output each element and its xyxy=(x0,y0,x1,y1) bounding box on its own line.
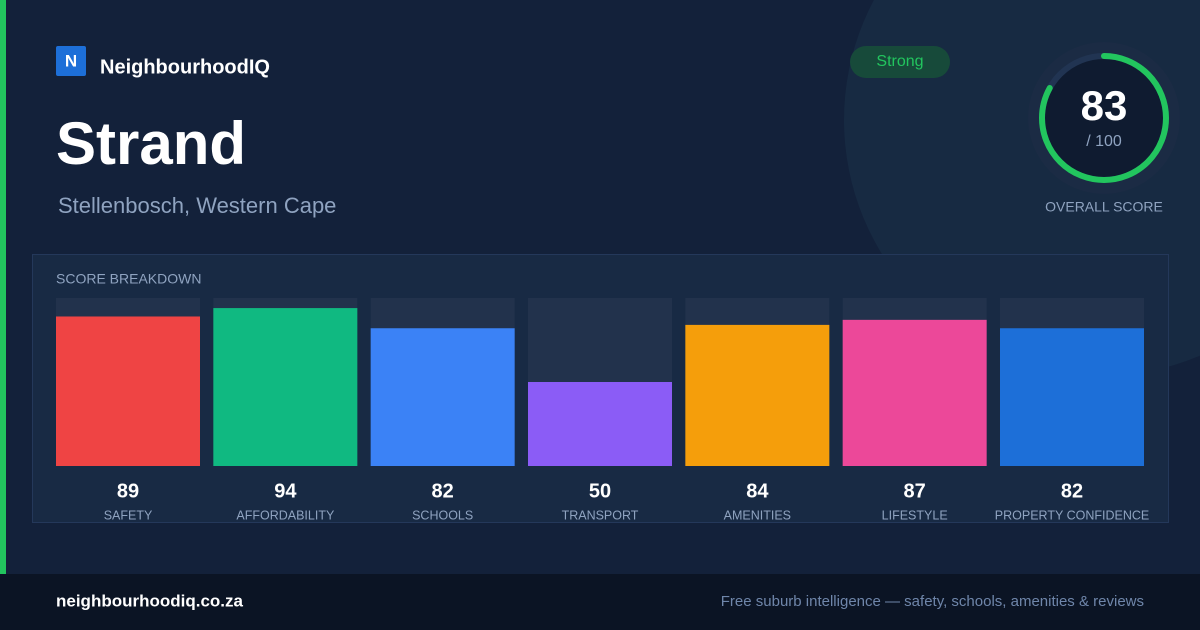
bar xyxy=(685,324,830,466)
value-label: 50 xyxy=(589,480,611,502)
category-label: SAFETY xyxy=(104,508,153,522)
overall-max: / 100 xyxy=(1086,133,1122,150)
chart-title: SCORE BREAKDOWN xyxy=(56,271,201,287)
bar xyxy=(56,316,200,466)
value-label: 87 xyxy=(904,480,926,502)
overall-label: OVERALL SCORE xyxy=(1045,199,1163,215)
badge xyxy=(850,46,950,78)
value-label: 94 xyxy=(274,480,297,502)
category-label: AFFORDABILITY xyxy=(236,508,335,522)
category-label: TRANSPORT xyxy=(562,508,639,522)
badge-text: Strong xyxy=(876,53,923,70)
suburb-location: Stellenbosch, Western Cape xyxy=(58,193,336,218)
value-label: 84 xyxy=(746,480,769,502)
bars: 89 SAFETY 94 AFFORDABILITY 82 SCHOOLS 50 TRANSP… xyxy=(56,298,1149,522)
footer-bar xyxy=(0,574,1200,630)
category-label: AMENITIES xyxy=(724,508,791,522)
bar xyxy=(528,382,672,466)
bar xyxy=(370,328,515,466)
value-label: 89 xyxy=(117,480,139,502)
category-label: LIFESTYLE xyxy=(882,508,948,522)
value-label: 82 xyxy=(432,480,454,502)
bar xyxy=(213,308,358,466)
overall-score: 83 xyxy=(1081,82,1128,129)
category-label: PROPERTY CONFIDENCE xyxy=(995,508,1149,522)
suburb-title: Strand xyxy=(56,110,246,177)
logo xyxy=(56,46,86,76)
category-label: SCHOOLS xyxy=(412,508,473,522)
score-ring xyxy=(1039,53,1169,183)
logo-letter: N xyxy=(65,51,77,70)
footer-url: neighbourhoodiq.co.za xyxy=(56,591,244,610)
bar xyxy=(1000,328,1144,466)
footer-tagline: Free suburb intelligence — safety, schoo… xyxy=(721,593,1144,610)
accent-stripe xyxy=(0,0,6,574)
brand-name: NeighbourhoodIQ xyxy=(100,56,270,78)
value-label: 82 xyxy=(1061,480,1083,502)
bar xyxy=(842,319,987,466)
